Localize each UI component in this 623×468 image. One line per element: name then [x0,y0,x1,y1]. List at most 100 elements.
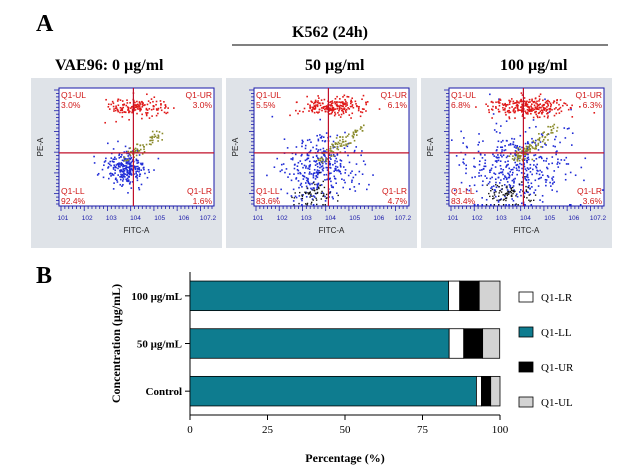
event-dot [508,184,511,186]
event-dot [560,159,563,161]
event-dot [129,101,131,104]
event-dot [480,174,483,177]
event-dot [504,111,507,114]
event-dot [520,98,522,101]
event-dot [124,158,127,160]
event-dot [569,171,572,174]
event-dot [530,105,532,107]
event-dot [538,98,541,101]
x-tick-label: 100 [492,424,509,436]
event-dot [311,198,314,200]
event-dot [550,132,552,134]
event-dot [137,160,139,162]
event-dot [127,109,129,111]
event-dot [505,139,508,142]
event-dot [139,148,142,151]
event-dot [341,102,344,104]
event-dot [535,144,537,146]
event-dot [332,109,334,112]
legend-swatch [518,361,534,373]
event-dot [128,171,131,174]
event-dot [485,103,487,106]
event-dot [491,117,493,119]
event-dot [121,180,124,182]
event-dot [551,189,554,191]
event-dot [529,163,532,166]
event-dot [126,173,128,176]
event-dot [553,170,556,172]
event-dot [157,134,160,137]
event-dot [484,154,486,156]
event-dot [528,184,530,187]
event-dot [331,186,333,188]
event-dot [538,173,541,176]
event-dot [322,153,325,156]
event-dot [523,159,526,161]
event-dot [539,93,542,96]
event-dot [110,175,112,177]
event-dot [329,177,331,180]
event-dot [484,159,487,162]
event-dot [532,147,534,150]
event-dot [525,101,527,103]
event-dot [509,186,511,188]
event-dot [541,135,544,138]
event-dot [330,154,332,156]
event-dot [309,164,312,166]
event-dot [131,111,134,114]
x-tick-label: 50 [340,424,352,436]
event-dot [127,163,129,165]
event-dot [319,172,321,174]
scatter-dots [266,94,381,206]
event-dot [117,140,119,143]
event-dot [301,195,304,197]
quadrant-label-ur: Q1-UR [381,90,407,100]
event-dot [155,100,158,103]
event-dot [499,132,501,134]
event-dot [331,100,334,102]
event-dot [124,165,126,167]
event-dot [553,100,556,103]
event-dot [525,185,527,188]
event-dot [125,104,128,107]
event-dot [524,176,526,178]
event-dot [340,104,343,107]
event-dot [537,144,540,146]
event-dot [305,185,308,188]
event-dot [517,152,519,155]
event-dot [463,137,465,139]
event-dot [574,174,577,177]
event-dot [593,112,596,114]
event-dot [353,186,356,188]
quadrant-label-lr: Q1-LR [382,186,407,196]
event-dot [113,164,116,167]
event-dot [345,108,348,111]
event-dot [336,107,339,110]
event-dot [326,151,328,154]
event-dot [498,156,500,159]
event-dot [123,174,125,176]
event-dot [537,185,540,187]
event-dot [93,162,96,164]
event-dot [304,144,307,147]
event-dot [129,155,132,157]
flow-panel-0: VAE96: 0 µg/mlQ1-UL3.0%Q1-UR3.0%Q1-LL92.… [31,57,222,248]
event-dot [293,204,295,206]
event-dot [129,164,132,167]
event-dot [142,167,145,169]
event-dot [512,192,514,195]
event-dot [136,143,139,146]
event-dot [516,160,519,162]
event-dot [121,154,123,156]
event-dot [127,107,130,109]
event-dot [351,170,353,173]
event-dot [315,160,318,162]
event-dot [513,159,515,161]
event-dot [372,174,374,176]
quadrant-label-ul: Q1-UL [61,90,86,100]
event-dot [502,173,504,176]
event-dot [330,102,333,105]
event-dot [96,174,99,176]
event-dot [329,147,332,150]
event-dot [301,204,303,206]
